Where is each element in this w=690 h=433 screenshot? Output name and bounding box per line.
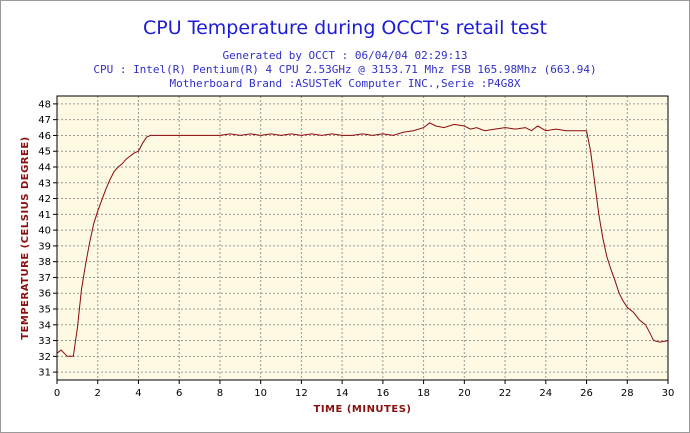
y-axis-title: TEMPERATURE (CELSIUS DEGREE): [20, 136, 31, 340]
y-tick-label: 33: [38, 336, 51, 347]
y-tick-label: 37: [38, 273, 51, 284]
y-tick-label: 31: [38, 368, 51, 379]
y-tick-label: 43: [38, 178, 51, 189]
chart-subtitle-motherboard: Motherboard Brand :ASUSTeK Computer INC.…: [169, 77, 521, 90]
x-tick-label: 26: [580, 388, 593, 399]
chart-subtitle-generated: Generated by OCCT : 06/04/04 02:29:13: [222, 49, 468, 62]
y-tick-label: 32: [38, 352, 51, 363]
chart-subtitle-cpu: CPU : Intel(R) Pentium(R) 4 CPU 2.53GHz …: [93, 63, 597, 76]
x-tick-label: 14: [336, 388, 349, 399]
x-tick-label: 12: [295, 388, 308, 399]
x-tick-label: 8: [217, 388, 223, 399]
x-tick-label: 6: [176, 388, 182, 399]
y-tick-label: 34: [38, 320, 51, 331]
x-tick-label: 30: [662, 388, 675, 399]
x-tick-label: 28: [621, 388, 634, 399]
x-tick-label: 0: [54, 388, 60, 399]
grid-lines: [56, 96, 669, 380]
y-tick-label: 44: [38, 163, 51, 174]
x-tick-label: 22: [499, 388, 512, 399]
y-tick-label: 35: [38, 305, 51, 316]
temperature-series-line: [56, 122, 669, 357]
plot-area: [57, 96, 668, 380]
x-tick-label: 18: [417, 388, 430, 399]
y-tick-label: 42: [38, 194, 51, 205]
y-tick-label: 47: [38, 115, 51, 126]
x-tick-label: 4: [135, 388, 141, 399]
y-tick-label: 46: [38, 131, 51, 142]
y-tick-label: 48: [38, 99, 51, 110]
y-axis-ticks: 31 32 33 34 35 36 37 38 39 40 41 42 43 44 45 46 47 48: [38, 99, 57, 379]
y-tick-label: 41: [38, 210, 51, 221]
x-tick-label: 24: [539, 388, 552, 399]
x-tick-label: 2: [95, 388, 101, 399]
x-tick-label: 10: [254, 388, 267, 399]
x-axis-title: TIME (MINUTES): [314, 404, 412, 415]
x-tick-label: 16: [376, 388, 389, 399]
x-tick-label: 20: [458, 388, 471, 399]
plot-border: [56, 95, 669, 381]
y-tick-label: 38: [38, 257, 51, 268]
y-tick-label: 36: [38, 289, 51, 300]
chart-title: CPU Temperature during OCCT's retail tes…: [143, 17, 547, 39]
x-axis-ticks: 0 2 4 6 8 10 12 14 16 18 20 22 24 26 28 30: [54, 380, 675, 399]
y-tick-label: 40: [38, 226, 51, 237]
y-tick-label: 39: [38, 241, 51, 252]
y-tick-label: 45: [38, 147, 51, 158]
